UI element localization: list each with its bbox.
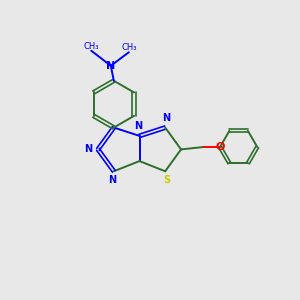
Text: CH₃: CH₃	[121, 43, 136, 52]
Text: N: N	[106, 61, 116, 71]
Text: N: N	[134, 122, 142, 131]
Text: N: N	[108, 175, 116, 185]
Text: N: N	[163, 113, 171, 123]
Text: CH₃: CH₃	[84, 42, 99, 51]
Text: S: S	[163, 175, 170, 185]
Text: N: N	[84, 144, 93, 154]
Text: O: O	[215, 142, 225, 152]
